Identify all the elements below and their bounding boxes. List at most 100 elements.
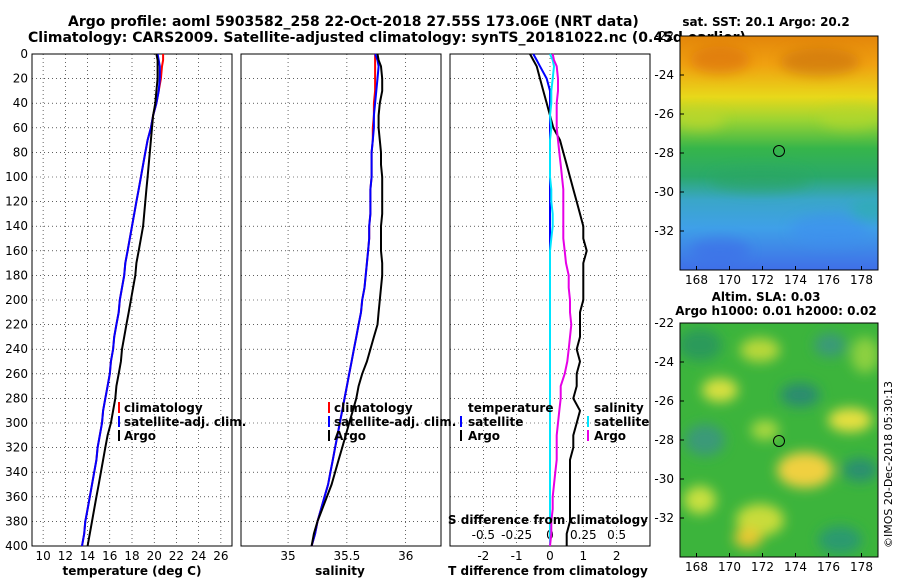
x-tick-label: 22 bbox=[169, 549, 184, 563]
depth-tick-label: 340 bbox=[5, 465, 28, 479]
series-line-argo bbox=[86, 53, 159, 547]
x-tick-label: -2 bbox=[477, 549, 489, 563]
legend-climatology: climatology bbox=[334, 401, 413, 415]
depth-tick-label: 260 bbox=[5, 367, 28, 381]
map-y-tick-label: -26 bbox=[654, 107, 674, 121]
legend-salinity-heading: salinity bbox=[594, 401, 644, 415]
x-tick-label: 20 bbox=[147, 549, 162, 563]
legend-s-satellite: satellite bbox=[594, 415, 649, 429]
map-x-tick-label: 168 bbox=[685, 560, 708, 574]
argo-position-marker bbox=[773, 145, 785, 157]
depth-tick-label: 220 bbox=[5, 318, 28, 332]
sst-map bbox=[680, 36, 878, 270]
map-x-tick-label: 172 bbox=[751, 560, 774, 574]
x-tick-label: 10 bbox=[35, 549, 50, 563]
s-difference-tick-labels: -0.5 -0.25 0 0.25 0.5 bbox=[472, 528, 627, 542]
sla-map-subtitle: Argo h1000: 0.01 h2000: 0.02 bbox=[675, 304, 876, 318]
legend-climatology: climatology bbox=[124, 401, 203, 415]
map-y-tick-label: -26 bbox=[654, 394, 674, 408]
depth-tick-label: 400 bbox=[5, 539, 28, 553]
profile-lines bbox=[81, 53, 588, 547]
x-tick-label: 16 bbox=[102, 549, 117, 563]
depth-tick-label: 140 bbox=[5, 219, 28, 233]
map-y-tick-label: -22 bbox=[654, 316, 674, 330]
map-x-tick-label: 174 bbox=[784, 560, 807, 574]
series-line-temperature-argo bbox=[529, 53, 588, 546]
map-x-tick-label: 176 bbox=[817, 560, 840, 574]
x-tick-label: 0 bbox=[546, 549, 554, 563]
imos-footer: ©IMOS 20-Dec-2018 05:30:13 bbox=[882, 381, 895, 548]
t-difference-tick-labels: -2 -1 0 1 2 bbox=[477, 549, 620, 563]
sst-map-title: sat. SST: 20.1 Argo: 20.2 bbox=[682, 15, 849, 29]
temperature-tick-labels: 10 12 14 16 18 20 22 24 26 bbox=[35, 549, 228, 563]
depth-tick-label: 300 bbox=[5, 416, 28, 430]
depth-tick-label: 0 bbox=[20, 47, 28, 61]
legend-satellite-adj: satellite-adj. clim. bbox=[124, 415, 246, 429]
x-tick-label: 2 bbox=[613, 549, 621, 563]
map-x-tick-label: 174 bbox=[784, 273, 807, 287]
series-line-satellite-adj-clim- bbox=[310, 53, 380, 547]
depth-tick-label: 120 bbox=[5, 195, 28, 209]
sla-map bbox=[680, 323, 878, 557]
legend-satellite-adj: satellite-adj. clim. bbox=[334, 415, 456, 429]
legend-t-satellite: satellite bbox=[468, 415, 523, 429]
x-tick-label: 12 bbox=[58, 549, 73, 563]
map-y-tick-label: -28 bbox=[654, 433, 674, 447]
title-line-1: Argo profile: aoml 5903582_258 22-Oct-20… bbox=[68, 14, 639, 30]
sla-map-title: Altim. SLA: 0.03 bbox=[712, 290, 821, 304]
difference-legend: temperature satellite Argo salinity sate… bbox=[460, 401, 649, 443]
map-x-tick-label: 176 bbox=[817, 273, 840, 287]
title-line-2: Climatology: CARS2009. Satellite-adjuste… bbox=[28, 30, 746, 46]
map-x-tick-label: 170 bbox=[718, 273, 741, 287]
depth-tick-label: 280 bbox=[5, 391, 28, 405]
map-x-tick-label: 170 bbox=[718, 560, 741, 574]
depth-tick-label: 40 bbox=[13, 96, 28, 110]
series-line-salinity-satellite bbox=[549, 53, 555, 546]
map-y-tick-label: -32 bbox=[654, 224, 674, 238]
depth-tick-label: 360 bbox=[5, 490, 28, 504]
salinity-axis-label: salinity bbox=[315, 564, 365, 578]
t-difference-axis-label: T difference from climatology bbox=[448, 564, 648, 578]
sst-map-ticks: 168 170 172 174 176 178 -22 -24 -26 -28 -30 -32 bbox=[654, 29, 873, 287]
temperature-axis-label: temperature (deg C) bbox=[63, 564, 202, 578]
x-tick-label: -0.5 bbox=[472, 528, 495, 542]
map-y-tick-label: -28 bbox=[654, 146, 674, 160]
x-tick-label: 0.25 bbox=[570, 528, 597, 542]
x-tick-label: 1 bbox=[580, 549, 588, 563]
map-y-tick-label: -24 bbox=[654, 68, 674, 82]
legend-argo: Argo bbox=[334, 429, 366, 443]
depth-tick-label: 100 bbox=[5, 170, 28, 184]
salinity-legend: climatology satellite-adj. clim. Argo bbox=[328, 401, 456, 443]
depth-tick-label: 20 bbox=[13, 72, 28, 86]
x-tick-label: -1 bbox=[511, 549, 523, 563]
depth-tick-label: 240 bbox=[5, 342, 28, 356]
map-y-tick-label: -30 bbox=[654, 472, 674, 486]
x-tick-label: 35.5 bbox=[334, 549, 361, 563]
map-x-tick-label: 178 bbox=[850, 560, 873, 574]
x-tick-label: 35 bbox=[280, 549, 295, 563]
series-line-argo bbox=[310, 53, 384, 547]
map-x-tick-label: 168 bbox=[685, 273, 708, 287]
map-x-tick-label: 172 bbox=[751, 273, 774, 287]
map-y-tick-label: -22 bbox=[654, 29, 674, 43]
x-tick-label: -0.25 bbox=[501, 528, 532, 542]
map-y-tick-label: -24 bbox=[654, 355, 674, 369]
depth-tick-label: 380 bbox=[5, 514, 28, 528]
legend-temperature-heading: temperature bbox=[468, 401, 553, 415]
legend-s-argo: Argo bbox=[594, 429, 626, 443]
s-difference-axis-label: S difference from climatology bbox=[448, 513, 648, 527]
depth-tick-labels: 0 20 40 60 80 100 120 140 160 180 200 220 240 260 280 3… bbox=[5, 47, 28, 553]
depth-tick-label: 80 bbox=[13, 145, 28, 159]
x-tick-label: 14 bbox=[80, 549, 95, 563]
depth-tick-label: 180 bbox=[5, 268, 28, 282]
legend-t-argo: Argo bbox=[468, 429, 500, 443]
salinity-tick-labels: 35 35.5 36 bbox=[280, 549, 413, 563]
x-tick-label: 24 bbox=[191, 549, 206, 563]
legend-argo: Argo bbox=[124, 429, 156, 443]
sla-map-ticks: 168 170 172 174 176 178 -22 -24 -26 -28 -30 -32 bbox=[654, 316, 873, 574]
x-tick-label: 18 bbox=[124, 549, 139, 563]
x-tick-label: 36 bbox=[398, 549, 413, 563]
depth-tick-label: 200 bbox=[5, 293, 28, 307]
argo-position-marker bbox=[773, 435, 785, 447]
x-tick-label: 0.5 bbox=[607, 528, 626, 542]
